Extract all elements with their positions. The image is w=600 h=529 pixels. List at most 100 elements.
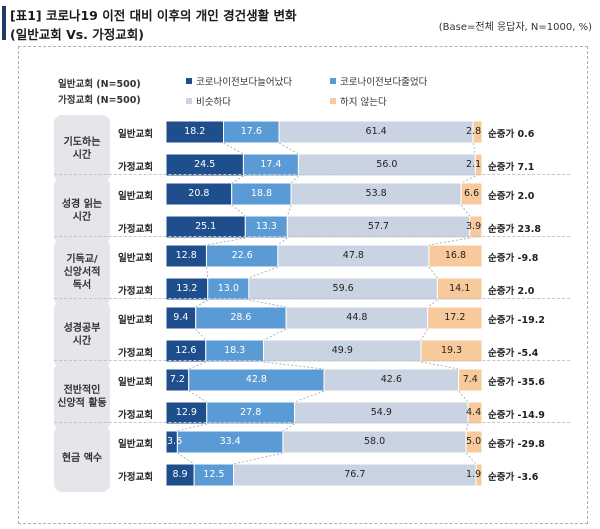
row-group-label: 가정교회 [118, 472, 153, 483]
net-increase-label: 순증가 23.8 [488, 224, 541, 235]
bar-segment-similar [263, 339, 422, 363]
legend-swatch-similar [186, 98, 192, 104]
series-connector-line [206, 237, 246, 246]
legend-swatch-increased [186, 78, 192, 84]
series-connector-line [231, 175, 244, 184]
series-connector-line [294, 390, 325, 403]
category-label: 기독교/ 신앙서적 독서 [54, 239, 110, 306]
net-increase-label: 순증가 -9.8 [488, 253, 539, 264]
series-connector-line [231, 204, 246, 217]
series-connector-line [248, 266, 279, 279]
bar-segment-similar [285, 306, 429, 330]
series-connector-line [427, 299, 438, 308]
series-connector-line [177, 423, 207, 432]
bar-segment-similar [294, 401, 469, 425]
bar-segment-not-doing [467, 401, 483, 425]
series-connector-line [465, 452, 477, 465]
bar-segment-decreased [244, 215, 288, 239]
legend-label-increased: 코로나이전보다늘어났다 [196, 77, 293, 88]
series-connector-line [290, 175, 299, 184]
bar-segment-similar [278, 120, 474, 144]
bar-segment-not-doing [427, 306, 483, 330]
legend-item-not-doing: 하지 않는다 [330, 94, 387, 108]
category-divider [54, 236, 570, 237]
series-connector-line [248, 299, 287, 308]
net-increase-label: 순증가 -35.6 [488, 377, 545, 388]
bar-segment-similar [323, 368, 460, 392]
bar-segment-increased [165, 339, 207, 363]
category-label: 성경공부 시간 [54, 301, 110, 368]
series-connector-line [420, 361, 459, 370]
bar-segment-similar [290, 182, 462, 206]
row-group-label: 일반교회 [118, 315, 153, 326]
series-connector-line [472, 142, 476, 155]
series-connector-line [223, 142, 244, 155]
bar-segment-similar [233, 463, 477, 487]
category-divider [54, 298, 570, 299]
series-connector-line [465, 423, 469, 432]
category-label-text: 성경공부 시간 [63, 322, 101, 347]
bar-segment-not-doing [469, 215, 483, 239]
category-label: 현금 액수 [54, 425, 110, 492]
series-connector-line [263, 328, 287, 341]
series-connector-line [188, 361, 206, 370]
legend-group-general: 일반교회 (N=500) [58, 79, 141, 90]
bar-segment-increased [165, 430, 178, 454]
series-connector-line [206, 266, 209, 279]
bar-segment-increased [165, 277, 209, 301]
bar-segment-increased [165, 401, 208, 425]
legend-item-increased: 코로나이전보다늘어났다 [186, 74, 292, 88]
bar-segment-not-doing [460, 182, 483, 206]
row-group-label: 일반교회 [118, 191, 153, 202]
bar-segment-decreased [231, 182, 292, 206]
net-increase-label: 순증가 -3.6 [488, 472, 539, 483]
series-connector-line [177, 452, 195, 465]
bar-segment-increased [165, 306, 197, 330]
category-divider [54, 422, 570, 423]
series-connector-line [428, 266, 438, 279]
row-group-label: 가정교회 [118, 286, 153, 297]
bar-segment-not-doing [465, 430, 483, 454]
category-label-text: 성경 읽는 시간 [61, 198, 103, 223]
base-note: (Base=전체 응답자, N=1000, %) [438, 22, 592, 33]
net-increase-label: 순증가 7.1 [488, 162, 535, 173]
series-connector-line [420, 328, 428, 341]
bar-segment-decreased [205, 244, 279, 268]
legend-group-home: 가정교회 (N=500) [58, 95, 141, 106]
series-connector-line [282, 423, 295, 432]
bar-segment-decreased [206, 401, 296, 425]
bar-segment-decreased [242, 153, 299, 177]
bar-segment-decreased [193, 463, 235, 487]
bar-segment-decreased [207, 277, 250, 301]
legend-label-similar: 비슷하다 [196, 97, 231, 108]
category-divider [54, 174, 570, 175]
bar-segment-similar [297, 153, 476, 177]
net-increase-label: 순증가 2.0 [488, 191, 535, 202]
legend-label-not-doing: 하지 않는다 [340, 97, 387, 108]
category-label: 기도하는 시간 [54, 115, 110, 182]
bar-segment-increased [165, 182, 233, 206]
series-connector-line [195, 299, 208, 308]
series-connector-line [460, 175, 476, 184]
series-connector-line [460, 204, 470, 217]
row-group-label: 가정교회 [118, 224, 153, 235]
bar-segment-not-doing [428, 244, 483, 268]
chart-frame [18, 46, 588, 524]
bar-segment-decreased [188, 368, 325, 392]
bar-segment-increased [165, 215, 246, 239]
bar-segment-decreased [205, 339, 265, 363]
bar-segment-increased [165, 120, 225, 144]
row-group-label: 일반교회 [118, 377, 153, 388]
legend-label-decreased: 코로나이전보다줄었다 [340, 77, 428, 88]
row-group-label: 일반교회 [118, 439, 153, 450]
category-label-text: 현금 액수 [61, 453, 103, 464]
bar-segment-decreased [223, 120, 280, 144]
series-connector-line [277, 237, 288, 246]
bar-segment-not-doing [472, 120, 483, 144]
bar-segment-decreased [176, 430, 284, 454]
series-connector-line [188, 390, 207, 403]
row-group-label: 일반교회 [118, 253, 153, 264]
net-increase-label: 순증가 -29.8 [488, 439, 545, 450]
bar-segment-increased [165, 153, 244, 177]
chart-subtitle: (일반교회 Vs. 가정교회) [10, 27, 144, 42]
